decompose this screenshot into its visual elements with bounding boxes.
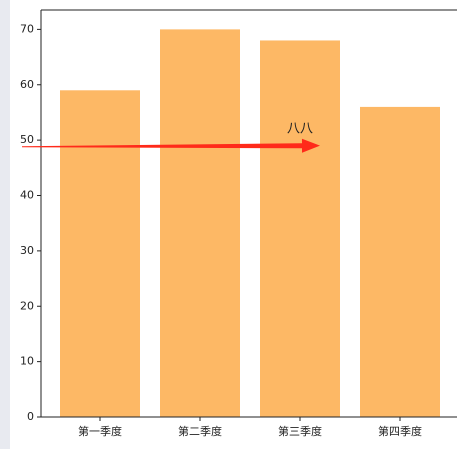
x-tick-label: 第一季度 [78,424,122,438]
y-tick-label: 70 [20,22,34,35]
x-tick-label: 第三季度 [278,424,322,438]
y-tick-label: 30 [20,244,34,257]
x-tick-label: 第二季度 [178,424,222,438]
arrow-head [301,138,320,153]
y-tick-label: 60 [20,78,34,91]
bar [160,29,240,418]
x-tick-label: 第四季度 [378,424,422,438]
y-tick-label: 40 [20,189,34,202]
annotation-text: 八八 [287,122,313,137]
bar [360,106,440,418]
bar [60,90,140,418]
arrow-shaft [22,143,303,149]
y-tick-label: 10 [20,355,34,368]
y-tick-label: 0 [27,410,34,423]
y-tick-label: 20 [20,299,34,312]
axes-frame [40,10,457,418]
bar [260,40,340,418]
y-tick-label: 50 [20,133,34,146]
